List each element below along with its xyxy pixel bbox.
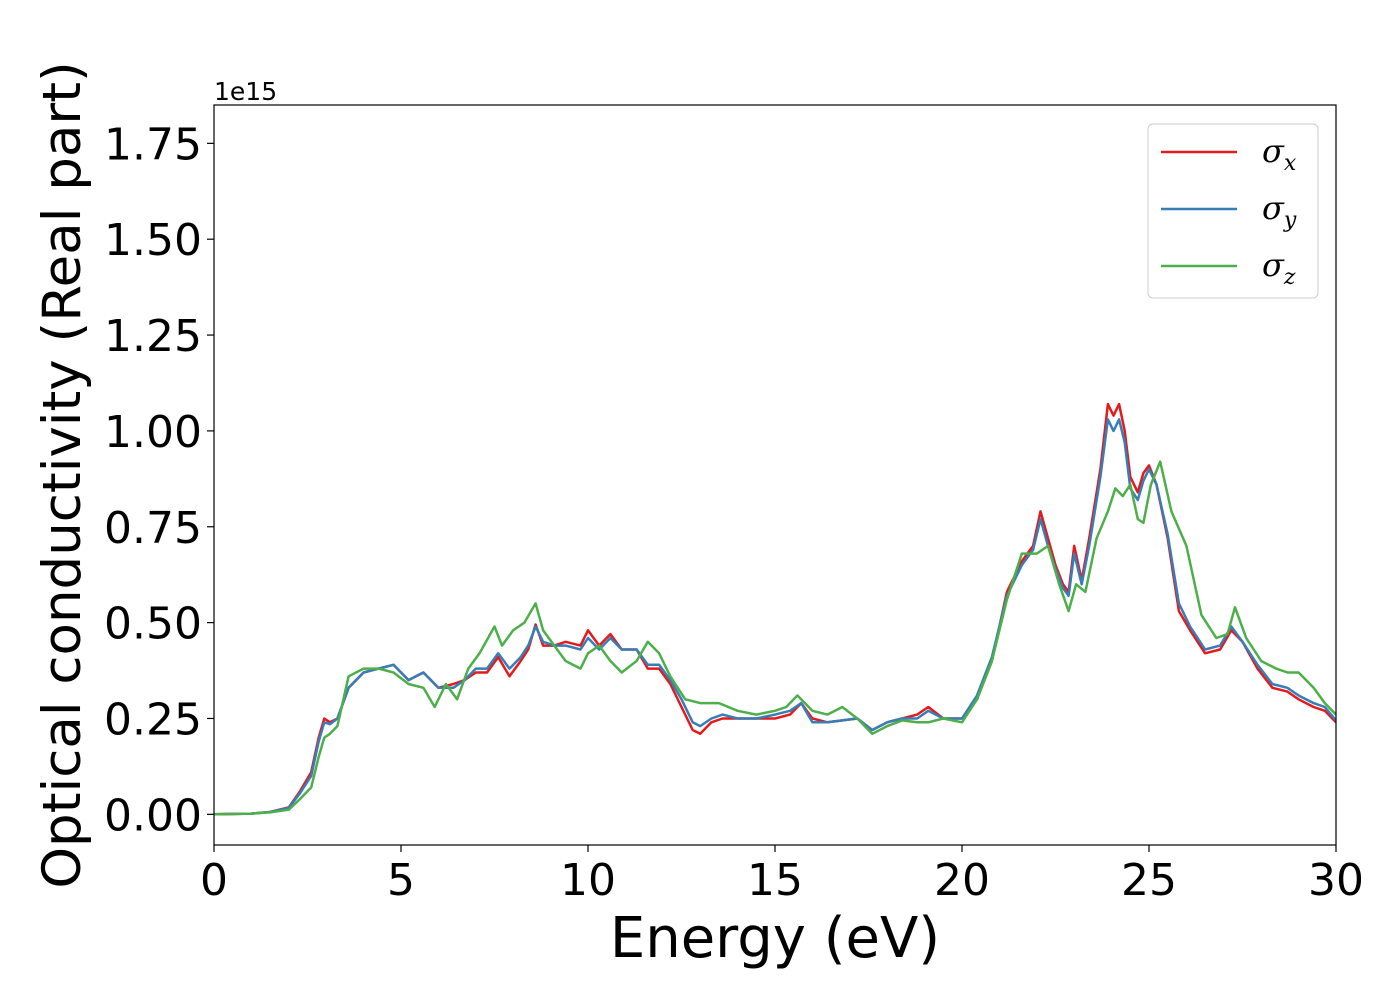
x-tick-label: 10 <box>560 855 616 906</box>
series-line-y <box>214 418 1336 816</box>
y-tick-label: 0.00 <box>104 790 202 841</box>
x-axis-title: Energy (eV) <box>610 906 940 971</box>
y-offset-text: 1e15 <box>214 77 277 106</box>
y-tick-label: 1.00 <box>104 407 202 458</box>
x-tick-label: 30 <box>1308 855 1364 906</box>
legend-label-z: σz <box>1262 246 1296 290</box>
series-layer <box>214 402 1336 816</box>
x-tick-label: 5 <box>387 855 415 906</box>
x-tick-label: 15 <box>747 855 803 906</box>
x-tick-label: 0 <box>200 855 228 906</box>
y-tick-label: 1.75 <box>104 119 202 170</box>
y-axis: 0.00 0.25 0.50 0.75 1.00 1.25 1.50 1.75 <box>104 119 214 841</box>
y-tick-label: 0.25 <box>104 694 202 745</box>
legend-box <box>1147 123 1319 299</box>
y-axis-title: Optical conductivity (Real part) <box>32 61 93 888</box>
x-axis: 0 5 10 15 20 25 30 <box>200 845 1364 906</box>
legend: σx σy σz <box>1147 123 1319 299</box>
y-tick-label: 0.75 <box>104 503 202 554</box>
y-tick-label: 1.50 <box>104 215 202 266</box>
legend-label-x: σx <box>1262 132 1297 176</box>
x-tick-label: 25 <box>1121 855 1177 906</box>
y-tick-label: 1.25 <box>104 311 202 362</box>
series-line-z <box>214 460 1336 816</box>
y-tick-label: 0.50 <box>104 599 202 650</box>
legend-label-y: σy <box>1262 189 1297 233</box>
series-line-x <box>214 402 1336 816</box>
x-tick-label: 20 <box>934 855 990 906</box>
